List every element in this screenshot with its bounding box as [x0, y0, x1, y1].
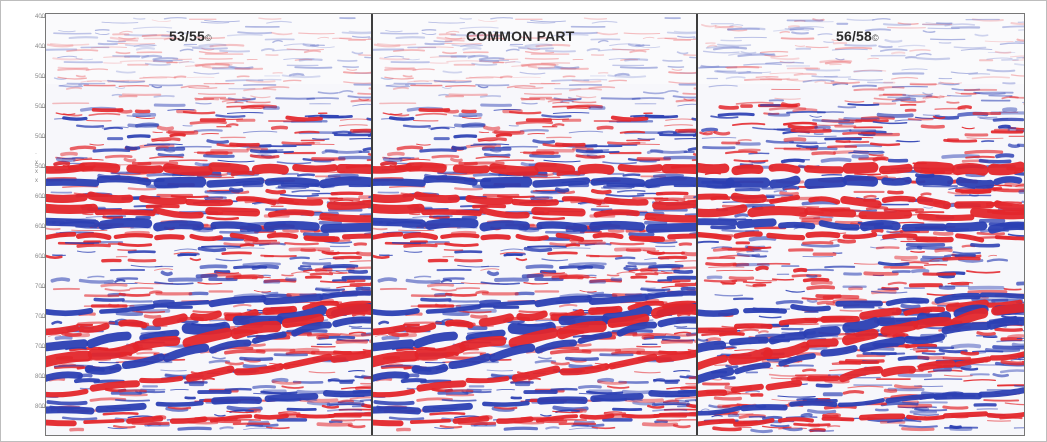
time-tick [41, 257, 46, 258]
time-tick-label: 500 [34, 104, 45, 110]
panel-divider [696, 14, 698, 435]
axis-stub-mark: · [35, 151, 37, 157]
time-tick-label: 600 [34, 194, 45, 200]
time-tick [41, 407, 46, 408]
time-tick [41, 47, 46, 48]
time-tick [41, 197, 46, 198]
panel-divider [371, 14, 373, 435]
time-tick-label: 400 [34, 44, 45, 50]
time-tick [41, 17, 46, 18]
panel-title-common-part: COMMON PART [466, 28, 575, 44]
time-tick-label: 800 [34, 374, 45, 380]
panel-53-55 [46, 14, 372, 435]
seismic-section [698, 14, 1024, 435]
panel-title-56-58: 56/58© [836, 28, 879, 44]
time-tick [41, 137, 46, 138]
seismic-section [373, 14, 697, 435]
time-tick-label: 500 [34, 134, 45, 140]
panel-56-58 [698, 14, 1024, 435]
time-tick [41, 77, 46, 78]
time-tick-label: 700 [34, 314, 45, 320]
axis-stub-mark: x [35, 169, 38, 175]
time-tick [41, 107, 46, 108]
seismic-panels: 53/55© COMMON PART 56/58© [45, 13, 1025, 436]
panel-title-53-55: 53/55© [169, 28, 212, 44]
time-tick [41, 227, 46, 228]
time-tick-label: 500 [34, 164, 45, 170]
time-tick-label: 700 [34, 344, 45, 350]
time-tick-label: 500 [34, 74, 45, 80]
time-tick [41, 287, 46, 288]
time-tick-label: 600 [34, 254, 45, 260]
time-tick [41, 167, 46, 168]
time-tick-label: 800 [34, 404, 45, 410]
time-tick [41, 377, 46, 378]
panel-common-part [373, 14, 697, 435]
time-tick [41, 347, 46, 348]
time-tick-label: 700 [34, 284, 45, 290]
axis-stub-mark: x [35, 178, 38, 184]
time-axis: 400 400 500 500 500 500 600 600 600 700 700 700 800 8… [1, 1, 46, 441]
time-tick-label: 400 [34, 14, 45, 20]
axis-stub-mark: x [35, 160, 38, 166]
seismic-section [46, 14, 372, 435]
time-tick [41, 317, 46, 318]
time-tick-label: 600 [34, 224, 45, 230]
